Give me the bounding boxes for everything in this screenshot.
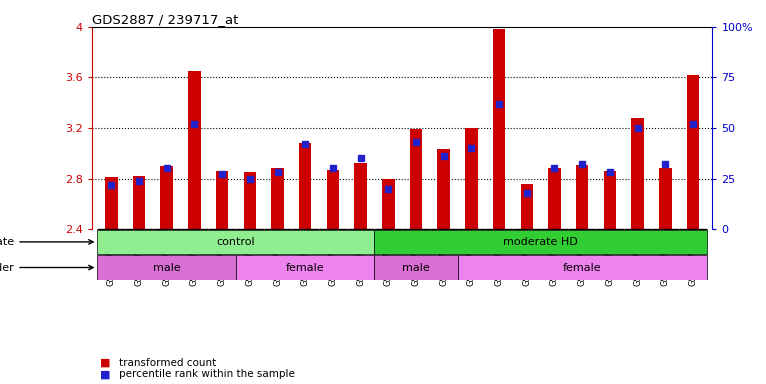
Bar (465, 128, 478, 229)
Text: disease state: disease state (0, 237, 93, 247)
Bar (326, 170, 339, 229)
Bar (659, 169, 672, 229)
Text: percentile rank within the sample: percentile rank within the sample (119, 369, 295, 379)
Bar (548, 169, 561, 229)
Text: male: male (402, 263, 430, 273)
Text: moderate HD: moderate HD (503, 237, 578, 247)
Text: GDS2887 / 239717_at: GDS2887 / 239717_at (92, 13, 238, 26)
Text: female: female (286, 263, 325, 273)
Bar (355, 163, 367, 229)
FancyBboxPatch shape (375, 230, 707, 254)
Bar (410, 129, 422, 229)
Bar (687, 75, 699, 229)
Bar (576, 165, 588, 229)
Bar (160, 166, 173, 229)
FancyBboxPatch shape (375, 255, 457, 280)
Text: transformed count: transformed count (119, 358, 216, 368)
Bar (437, 149, 450, 229)
Bar (188, 71, 201, 229)
Bar (244, 172, 256, 229)
Bar (493, 30, 506, 229)
Bar (216, 171, 228, 229)
Bar (521, 184, 533, 229)
Bar (105, 177, 117, 229)
FancyBboxPatch shape (457, 255, 707, 280)
Text: male: male (153, 263, 181, 273)
FancyBboxPatch shape (236, 255, 375, 280)
FancyBboxPatch shape (97, 230, 375, 254)
Bar (382, 179, 394, 229)
Text: ■: ■ (100, 358, 110, 368)
Text: ■: ■ (100, 369, 110, 379)
Bar (133, 176, 146, 229)
FancyBboxPatch shape (97, 255, 236, 280)
Bar (631, 118, 644, 229)
Bar (299, 143, 312, 229)
Bar (271, 169, 283, 229)
Bar (604, 171, 616, 229)
Text: female: female (563, 263, 601, 273)
Text: gender: gender (0, 263, 93, 273)
Text: control: control (217, 237, 255, 247)
